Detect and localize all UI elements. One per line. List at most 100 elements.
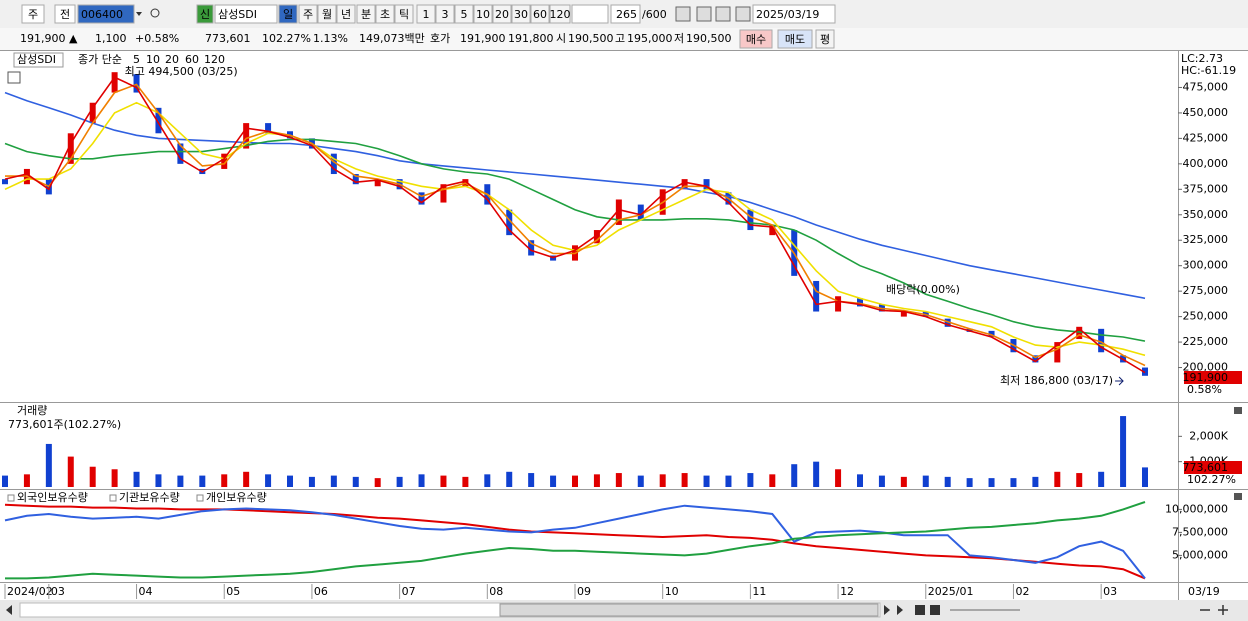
- volume-bar: [1054, 471, 1061, 487]
- series-line: [4, 91, 1146, 300]
- period-button: 초: [380, 8, 390, 21]
- candle: [67, 133, 74, 164]
- volume-bar: [374, 478, 381, 487]
- interval-button-box[interactable]: [416, 4, 436, 24]
- quote-bg: [0, 28, 1248, 50]
- x-tick-label: 12: [840, 585, 854, 598]
- hc-label: HC:-61.19: [1181, 64, 1236, 77]
- dividend-annotation: 배당락(0.00%): [886, 283, 960, 296]
- candle: [944, 318, 951, 327]
- volume-bar: [791, 464, 798, 487]
- code-input-box[interactable]: [77, 4, 135, 24]
- zoom-buttons[interactable]: [1200, 605, 1228, 615]
- candle: [352, 174, 359, 185]
- avg-button-box[interactable]: [815, 29, 835, 49]
- quote-ask: 191,900: [460, 32, 506, 45]
- series-line: [4, 76, 1146, 374]
- scroll-thumb[interactable]: [499, 603, 879, 617]
- period-button-box[interactable]: [298, 4, 318, 24]
- y-tick-label: 450,000: [1183, 106, 1229, 119]
- low-arrow: [1115, 376, 1124, 386]
- market-select-box[interactable]: [21, 4, 45, 24]
- quote-low: 190,500: [686, 32, 732, 45]
- period-button: 분: [361, 8, 371, 21]
- period-button-box[interactable]: [375, 4, 395, 24]
- x-tick-label: 10: [665, 585, 679, 598]
- candle: [374, 179, 381, 187]
- candle: [703, 179, 710, 190]
- lc-label: LC:2.73: [1181, 52, 1223, 65]
- interval-button: 3: [442, 8, 449, 21]
- x-tick-label: 03: [1103, 585, 1117, 598]
- volume-bar: [330, 475, 337, 487]
- stock-name-box[interactable]: [214, 4, 278, 24]
- tool-icon[interactable]: [675, 6, 691, 22]
- period-button-box[interactable]: [394, 4, 414, 24]
- sell-button: 매도: [785, 33, 805, 46]
- buy-button-box[interactable]: [739, 29, 773, 49]
- period-button: 년: [341, 8, 351, 21]
- candle: [265, 123, 272, 134]
- period-button-box[interactable]: [317, 4, 337, 24]
- volume-bar: [221, 474, 228, 487]
- tool-icon[interactable]: [735, 6, 751, 22]
- interval-button-box[interactable]: [473, 4, 493, 24]
- stop-button[interactable]: [930, 605, 940, 615]
- interval-button-box[interactable]: [549, 4, 571, 24]
- y-tick-label: 350,000: [1183, 208, 1229, 221]
- candle: [111, 72, 118, 93]
- scroll-right[interactable]: [884, 605, 903, 615]
- count-input-box[interactable]: [610, 4, 641, 24]
- volume-bar: [747, 473, 754, 487]
- period-button: 월: [322, 8, 332, 21]
- tool-icon[interactable]: [715, 6, 731, 22]
- search-icon[interactable]: [150, 8, 160, 18]
- pause-button[interactable]: [915, 605, 925, 615]
- interval-button: 5: [461, 8, 468, 21]
- candle: [1098, 328, 1105, 353]
- candle: [1032, 355, 1039, 363]
- interval-button-box[interactable]: [435, 4, 455, 24]
- close-pane[interactable]: [1234, 493, 1242, 500]
- blank-select[interactable]: [571, 4, 609, 24]
- quote-turnover: 1.13%: [313, 32, 348, 45]
- candle: [988, 330, 995, 337]
- buy-button: 매수: [746, 33, 766, 46]
- market-select: 주: [28, 8, 38, 21]
- scroll-left[interactable]: [6, 605, 12, 615]
- pane-title: 거래량: [17, 404, 47, 417]
- tool-icon[interactable]: [696, 6, 712, 22]
- interval-button-box[interactable]: [511, 4, 531, 24]
- volume-bar: [681, 473, 688, 487]
- interval-button-box[interactable]: [454, 4, 474, 24]
- volume-bar: [966, 478, 973, 487]
- interval-button-box[interactable]: [530, 4, 550, 24]
- date-input-box[interactable]: [752, 4, 836, 24]
- sell-button-box[interactable]: [777, 29, 813, 49]
- last-volume: 773,601: [1183, 461, 1229, 474]
- interval-button-box[interactable]: [492, 4, 512, 24]
- candle: [440, 184, 447, 203]
- period-button-box[interactable]: [336, 4, 356, 24]
- panel-icon[interactable]: [7, 71, 21, 84]
- high-annotation: 최고 494,500 (03/25): [125, 65, 238, 78]
- close-pane[interactable]: [1234, 407, 1242, 414]
- prev-button-box[interactable]: [54, 4, 76, 24]
- series-line: [5, 83, 1146, 367]
- period-button: 주: [303, 8, 313, 21]
- period-button-box[interactable]: [278, 4, 298, 24]
- volume-bar: [1032, 476, 1039, 487]
- candle: [506, 209, 513, 236]
- period-button-box[interactable]: [356, 4, 376, 24]
- market-badge-box[interactable]: [196, 4, 214, 24]
- volume-bar: [1120, 416, 1127, 487]
- legend-entry: 외국인보유수량: [17, 491, 88, 504]
- dropdown[interactable]: [136, 12, 142, 16]
- candle: [89, 102, 96, 124]
- x-tick-label: 09: [577, 585, 591, 598]
- volume-bar: [835, 469, 842, 487]
- candle: [528, 240, 535, 256]
- y-tick-label: 200,000: [1183, 361, 1229, 374]
- volume-bar: [308, 476, 315, 487]
- volume-bar: [944, 476, 951, 487]
